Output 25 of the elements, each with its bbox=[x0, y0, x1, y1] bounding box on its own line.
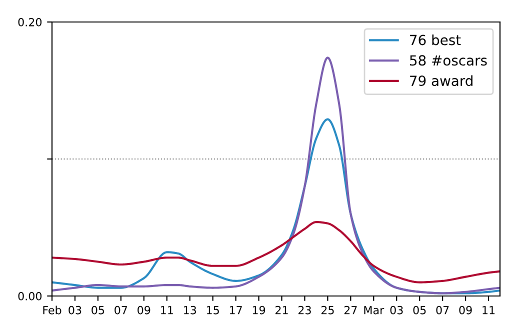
x-tick-label: 03 bbox=[68, 306, 82, 314]
x-tick-label: Mar bbox=[364, 306, 384, 314]
legend-label: 76 best bbox=[410, 34, 461, 46]
x-tick-label: 21 bbox=[275, 306, 288, 314]
x-tick-label: 05 bbox=[413, 306, 426, 314]
x-tick-label: 19 bbox=[252, 306, 266, 314]
x-tick-label: 11 bbox=[482, 306, 495, 314]
x-tick-label: 09 bbox=[138, 306, 150, 314]
x-tick-label: 11 bbox=[161, 306, 173, 314]
x-tick-label: 15 bbox=[206, 306, 219, 314]
x-tick-label: Feb bbox=[43, 306, 62, 314]
x-tick-label: 07 bbox=[114, 306, 128, 314]
legend-label: 58 #oscars bbox=[410, 55, 487, 66]
y-tick-label: 0.20 bbox=[18, 18, 42, 26]
y-tick-label: 0.00 bbox=[18, 292, 42, 300]
x-tick-label: 13 bbox=[184, 306, 196, 314]
x-tick-label: 07 bbox=[436, 306, 449, 314]
x-tick-label: 23 bbox=[298, 306, 311, 314]
x-tick-label: 27 bbox=[344, 306, 357, 314]
legend-label: 79 award bbox=[410, 75, 472, 86]
x-tick-label: 17 bbox=[230, 306, 242, 314]
x-tick-label: 03 bbox=[390, 306, 403, 314]
x-tick-label: 05 bbox=[92, 306, 104, 314]
x-tick-label: 25 bbox=[321, 306, 334, 314]
x-tick-label: 09 bbox=[459, 306, 472, 314]
